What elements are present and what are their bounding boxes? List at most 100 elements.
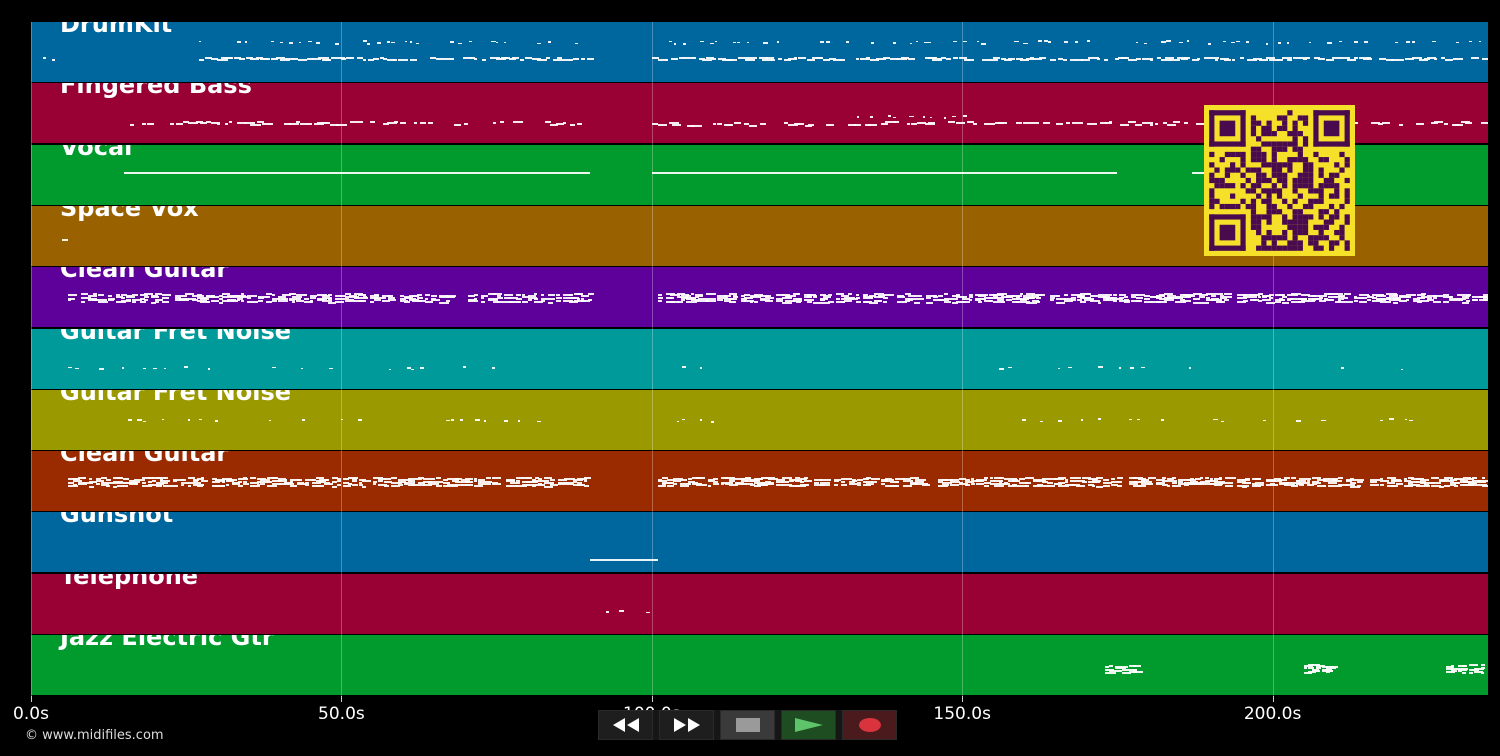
note xyxy=(419,122,427,125)
note xyxy=(361,485,366,488)
note xyxy=(848,292,852,295)
track-lane[interactable]: Telephone xyxy=(31,573,1488,634)
rewind-button[interactable] xyxy=(598,710,653,740)
note xyxy=(1116,484,1122,487)
note xyxy=(1047,482,1053,485)
note xyxy=(1334,292,1344,295)
note xyxy=(257,299,263,302)
note xyxy=(208,368,211,370)
note xyxy=(1025,481,1032,484)
note xyxy=(1041,485,1050,488)
track-lane[interactable]: Guitar Fret Noise xyxy=(31,328,1488,389)
note xyxy=(106,481,117,484)
note-area xyxy=(31,22,1488,82)
note xyxy=(174,297,182,300)
note xyxy=(563,294,572,297)
note xyxy=(1163,293,1174,296)
track-lane[interactable]: Jazz Electric Gtr xyxy=(31,635,1488,695)
stop-button[interactable] xyxy=(720,710,775,740)
note xyxy=(845,41,849,43)
note xyxy=(695,295,699,298)
note xyxy=(1312,299,1317,302)
note xyxy=(451,484,458,487)
note xyxy=(658,484,666,487)
note xyxy=(142,484,153,487)
note xyxy=(1347,58,1357,61)
note xyxy=(217,122,221,125)
note xyxy=(1290,476,1296,479)
note xyxy=(699,419,703,421)
note xyxy=(1129,367,1134,369)
note xyxy=(557,482,564,485)
note xyxy=(256,483,261,486)
note xyxy=(1118,367,1122,369)
note xyxy=(125,295,136,298)
note xyxy=(427,122,434,125)
note xyxy=(1443,122,1448,125)
note xyxy=(1184,56,1191,59)
fast-forward-button[interactable] xyxy=(659,710,714,740)
note xyxy=(1461,668,1468,671)
note xyxy=(951,294,960,297)
note xyxy=(852,483,858,486)
track-lane[interactable]: DrumKit xyxy=(31,22,1488,82)
note xyxy=(1069,479,1076,482)
note xyxy=(1389,295,1398,298)
note xyxy=(1416,484,1421,487)
note xyxy=(1137,484,1147,487)
note xyxy=(880,482,885,485)
record-button[interactable] xyxy=(842,710,897,740)
note xyxy=(1231,59,1236,62)
note xyxy=(572,480,578,483)
note xyxy=(563,121,567,124)
note xyxy=(785,300,795,303)
note xyxy=(1205,483,1215,486)
play-button[interactable] xyxy=(781,710,836,740)
note xyxy=(1354,295,1358,298)
note xyxy=(431,298,436,301)
note xyxy=(947,120,956,123)
note xyxy=(677,293,685,295)
note xyxy=(996,298,1004,301)
note xyxy=(1284,482,1293,485)
note xyxy=(1080,58,1091,61)
note xyxy=(856,483,861,486)
note xyxy=(185,293,194,296)
note xyxy=(368,59,374,62)
note xyxy=(492,477,501,480)
note xyxy=(576,482,582,485)
note xyxy=(1102,478,1109,481)
note xyxy=(141,122,146,125)
note xyxy=(1461,301,1470,304)
note xyxy=(443,485,452,488)
note xyxy=(1149,59,1154,62)
note-area xyxy=(31,390,1488,450)
note xyxy=(794,480,803,483)
note xyxy=(531,479,536,482)
note xyxy=(1219,297,1228,300)
note xyxy=(131,294,139,297)
note xyxy=(583,477,592,480)
track-lane[interactable]: Clean Guitar xyxy=(31,451,1488,512)
note xyxy=(121,367,125,369)
track-lane[interactable]: Gunshot xyxy=(31,512,1488,573)
note xyxy=(696,483,708,486)
track-lane[interactable]: Guitar Fret Noise xyxy=(31,389,1488,450)
note xyxy=(1172,477,1176,480)
note xyxy=(1439,478,1449,481)
note xyxy=(455,481,462,484)
note xyxy=(1265,295,1269,298)
note xyxy=(357,293,366,296)
note xyxy=(938,480,944,483)
note xyxy=(852,478,856,481)
note xyxy=(878,295,883,298)
note xyxy=(531,485,536,488)
time-tick-label: 200.0s xyxy=(1243,704,1302,724)
note xyxy=(1148,480,1152,483)
track-lane[interactable]: Clean Guitar xyxy=(31,267,1488,328)
note xyxy=(356,56,363,59)
note xyxy=(334,43,340,45)
note xyxy=(388,297,396,300)
note xyxy=(646,611,651,614)
note xyxy=(199,418,202,421)
